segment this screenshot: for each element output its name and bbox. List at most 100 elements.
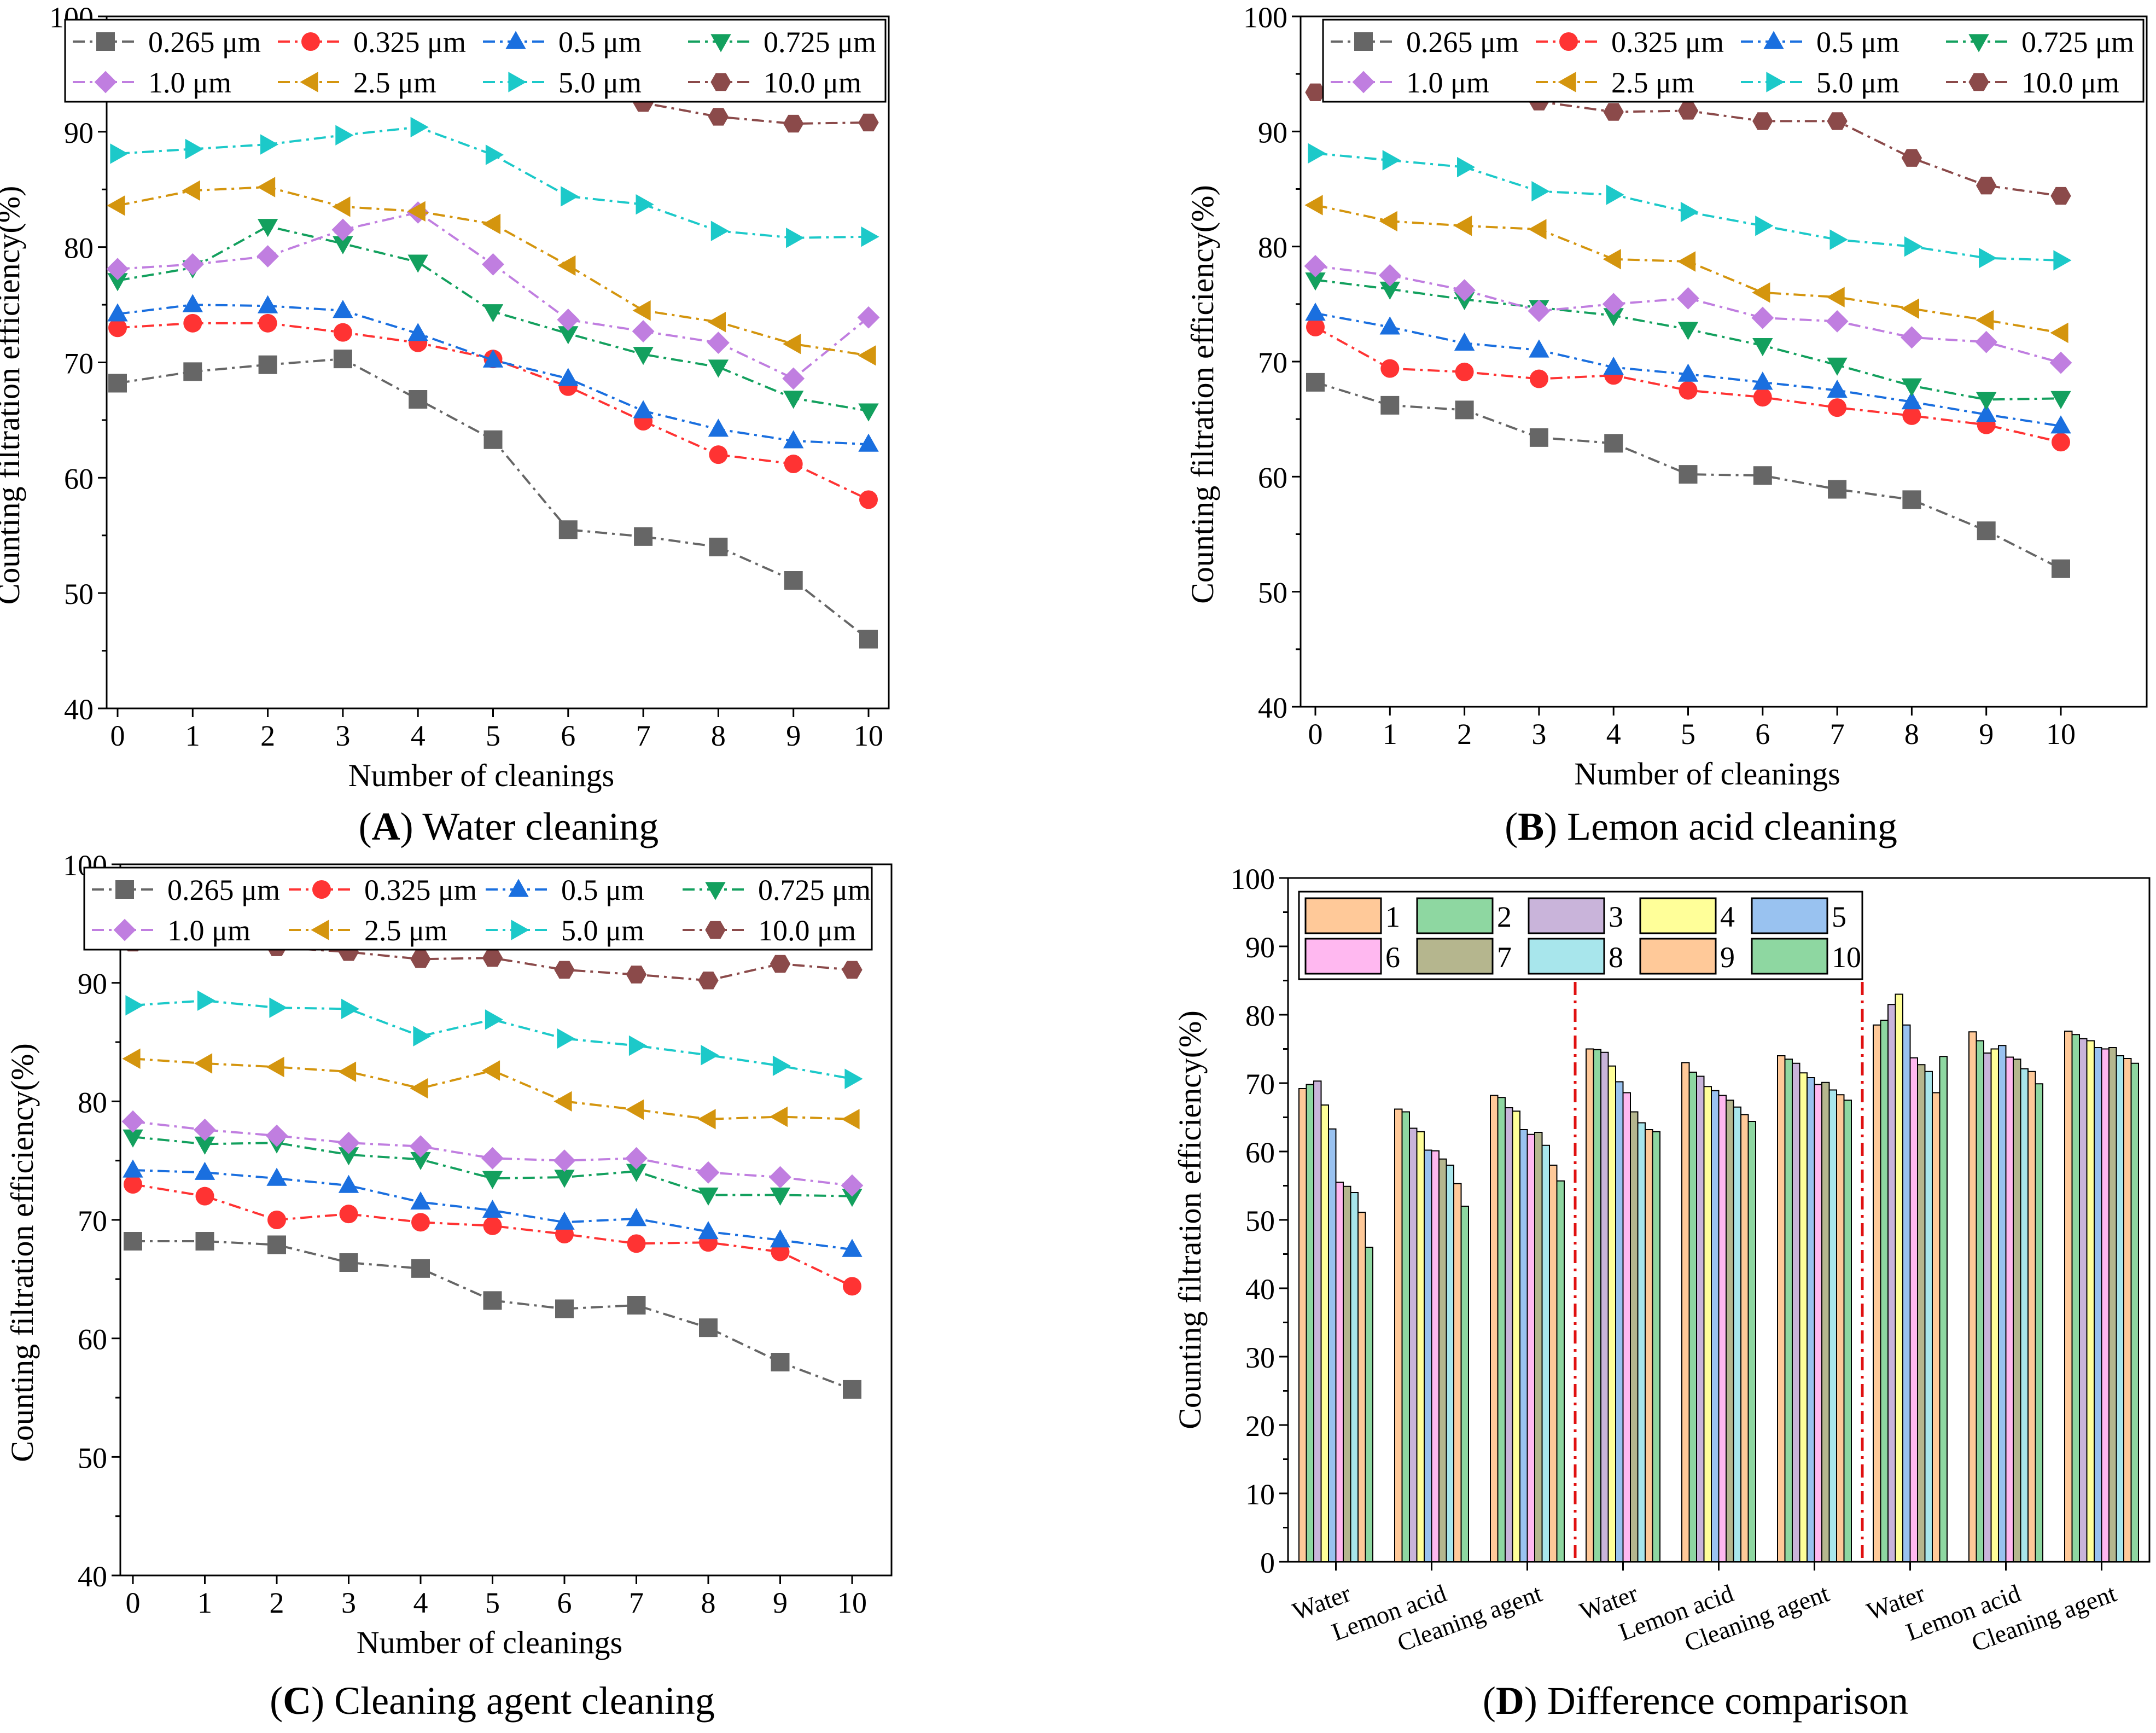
legend-swatch [1529, 939, 1604, 974]
data-point [2050, 187, 2071, 205]
data-point [859, 490, 878, 509]
bar [1977, 1041, 1984, 1562]
data-point [410, 1191, 430, 1209]
y-tick-label: 60 [1245, 1136, 1275, 1169]
legend-swatch [1306, 898, 1381, 933]
data-point [182, 253, 204, 276]
bar [2124, 1059, 2131, 1562]
bar [1314, 1081, 1321, 1562]
bar [1991, 1049, 1999, 1562]
data-point [1454, 216, 1472, 236]
data-point [627, 1234, 646, 1253]
data-point [195, 1162, 215, 1180]
bar [1940, 1056, 1948, 1562]
legend-marker [1354, 32, 1373, 51]
x-tick-label: 7 [1830, 718, 1845, 751]
data-point [626, 966, 646, 983]
y-tick-label: 90 [64, 117, 94, 149]
x-tick-label: 3 [1531, 718, 1546, 751]
bar [1697, 1077, 1704, 1562]
x-axis-label: Number of cleanings [357, 1625, 622, 1660]
bar [1998, 1045, 2006, 1562]
x-tick-label: 10 [2046, 718, 2076, 751]
y-axis-label: Counting filtration efficiency(%) [4, 1043, 40, 1462]
data-point [185, 139, 203, 159]
data-point [267, 1211, 286, 1229]
data-point [1752, 338, 1773, 356]
data-point [1753, 388, 1772, 406]
bar [1682, 1063, 1689, 1562]
legend-label: 0.725 μm [2021, 26, 2134, 59]
data-point [1530, 428, 1548, 447]
bar [1549, 1165, 1557, 1562]
data-point [1304, 195, 1322, 215]
data-point [269, 997, 287, 1017]
data-point [2053, 250, 2071, 270]
data-point [338, 1061, 356, 1081]
data-point [858, 403, 878, 421]
bar [1461, 1206, 1469, 1562]
data-point [196, 1187, 214, 1206]
y-tick-label: 60 [78, 1323, 107, 1356]
bar [1535, 1132, 1542, 1562]
bar [1653, 1132, 1660, 1562]
data-point [1678, 322, 1698, 340]
data-point [123, 1159, 143, 1177]
data-point [107, 195, 125, 216]
data-point [125, 995, 143, 1015]
legend-label: 4 [1720, 900, 1735, 933]
x-axis-label: Number of cleanings [1574, 756, 1840, 792]
line-chart-a: 4050607080901000 1 2 3 4 5 6 7 8 9 10Number of cle… [0, 1, 889, 793]
line-chart-b: 40 50 60 70 80 90 100 0 1 2 3 4 5 6 7 8 9 10 Number of cle… [1185, 1, 2147, 792]
bar [1704, 1086, 1712, 1562]
data-point [267, 1236, 286, 1254]
data-point [1977, 521, 1996, 540]
data-point [783, 115, 803, 132]
y-tick-label: 40 [64, 693, 94, 726]
data-point [698, 1188, 718, 1206]
y-tick-label: 90 [78, 968, 107, 1001]
bar [2036, 1084, 2043, 1562]
bar [1807, 1078, 1815, 1562]
data-point [413, 1026, 431, 1046]
x-axis-label: Number of cleanings [348, 758, 614, 793]
bar [1829, 1090, 1837, 1562]
data-point [122, 1049, 140, 1069]
data-point [786, 228, 804, 248]
data-point [629, 1036, 647, 1056]
bar [1542, 1145, 1550, 1562]
data-point [1528, 219, 1546, 239]
y-tick-label: 50 [78, 1441, 107, 1474]
data-point [633, 300, 651, 321]
legend-label: 1.0 μm [148, 66, 231, 99]
x-tick-label: 5 [486, 719, 500, 752]
data-point [2050, 352, 2072, 374]
legend-marker [301, 32, 320, 51]
legend-label: 0.325 μm [353, 26, 466, 59]
data-point [483, 1291, 502, 1310]
data-point [708, 108, 729, 125]
bar [1837, 1095, 1844, 1562]
x-tick-label: 10 [854, 719, 883, 752]
data-point [626, 1100, 644, 1120]
data-point [1679, 465, 1698, 484]
data-point [1603, 249, 1621, 269]
legend-label: 2 [1497, 900, 1512, 933]
legend-b: 0.265 μm 0.325 μm 0.5 μm 0.725 μm1.0 μm 2.5 … [1323, 20, 2143, 102]
data-point [843, 1380, 861, 1399]
data-point [482, 214, 500, 234]
bar [1785, 1059, 1793, 1562]
data-point [709, 445, 727, 464]
legend-label: 0.725 μm [764, 26, 876, 59]
data-point [632, 320, 655, 342]
data-point [259, 356, 277, 374]
bar [1343, 1187, 1351, 1562]
series-line [118, 359, 869, 639]
bar [1498, 1097, 1506, 1562]
data-point [257, 245, 279, 267]
data-point [634, 527, 652, 546]
data-point [484, 431, 503, 449]
x-tick-label: 7 [636, 719, 651, 752]
data-point [553, 1091, 572, 1112]
bar [2006, 1057, 2014, 1562]
